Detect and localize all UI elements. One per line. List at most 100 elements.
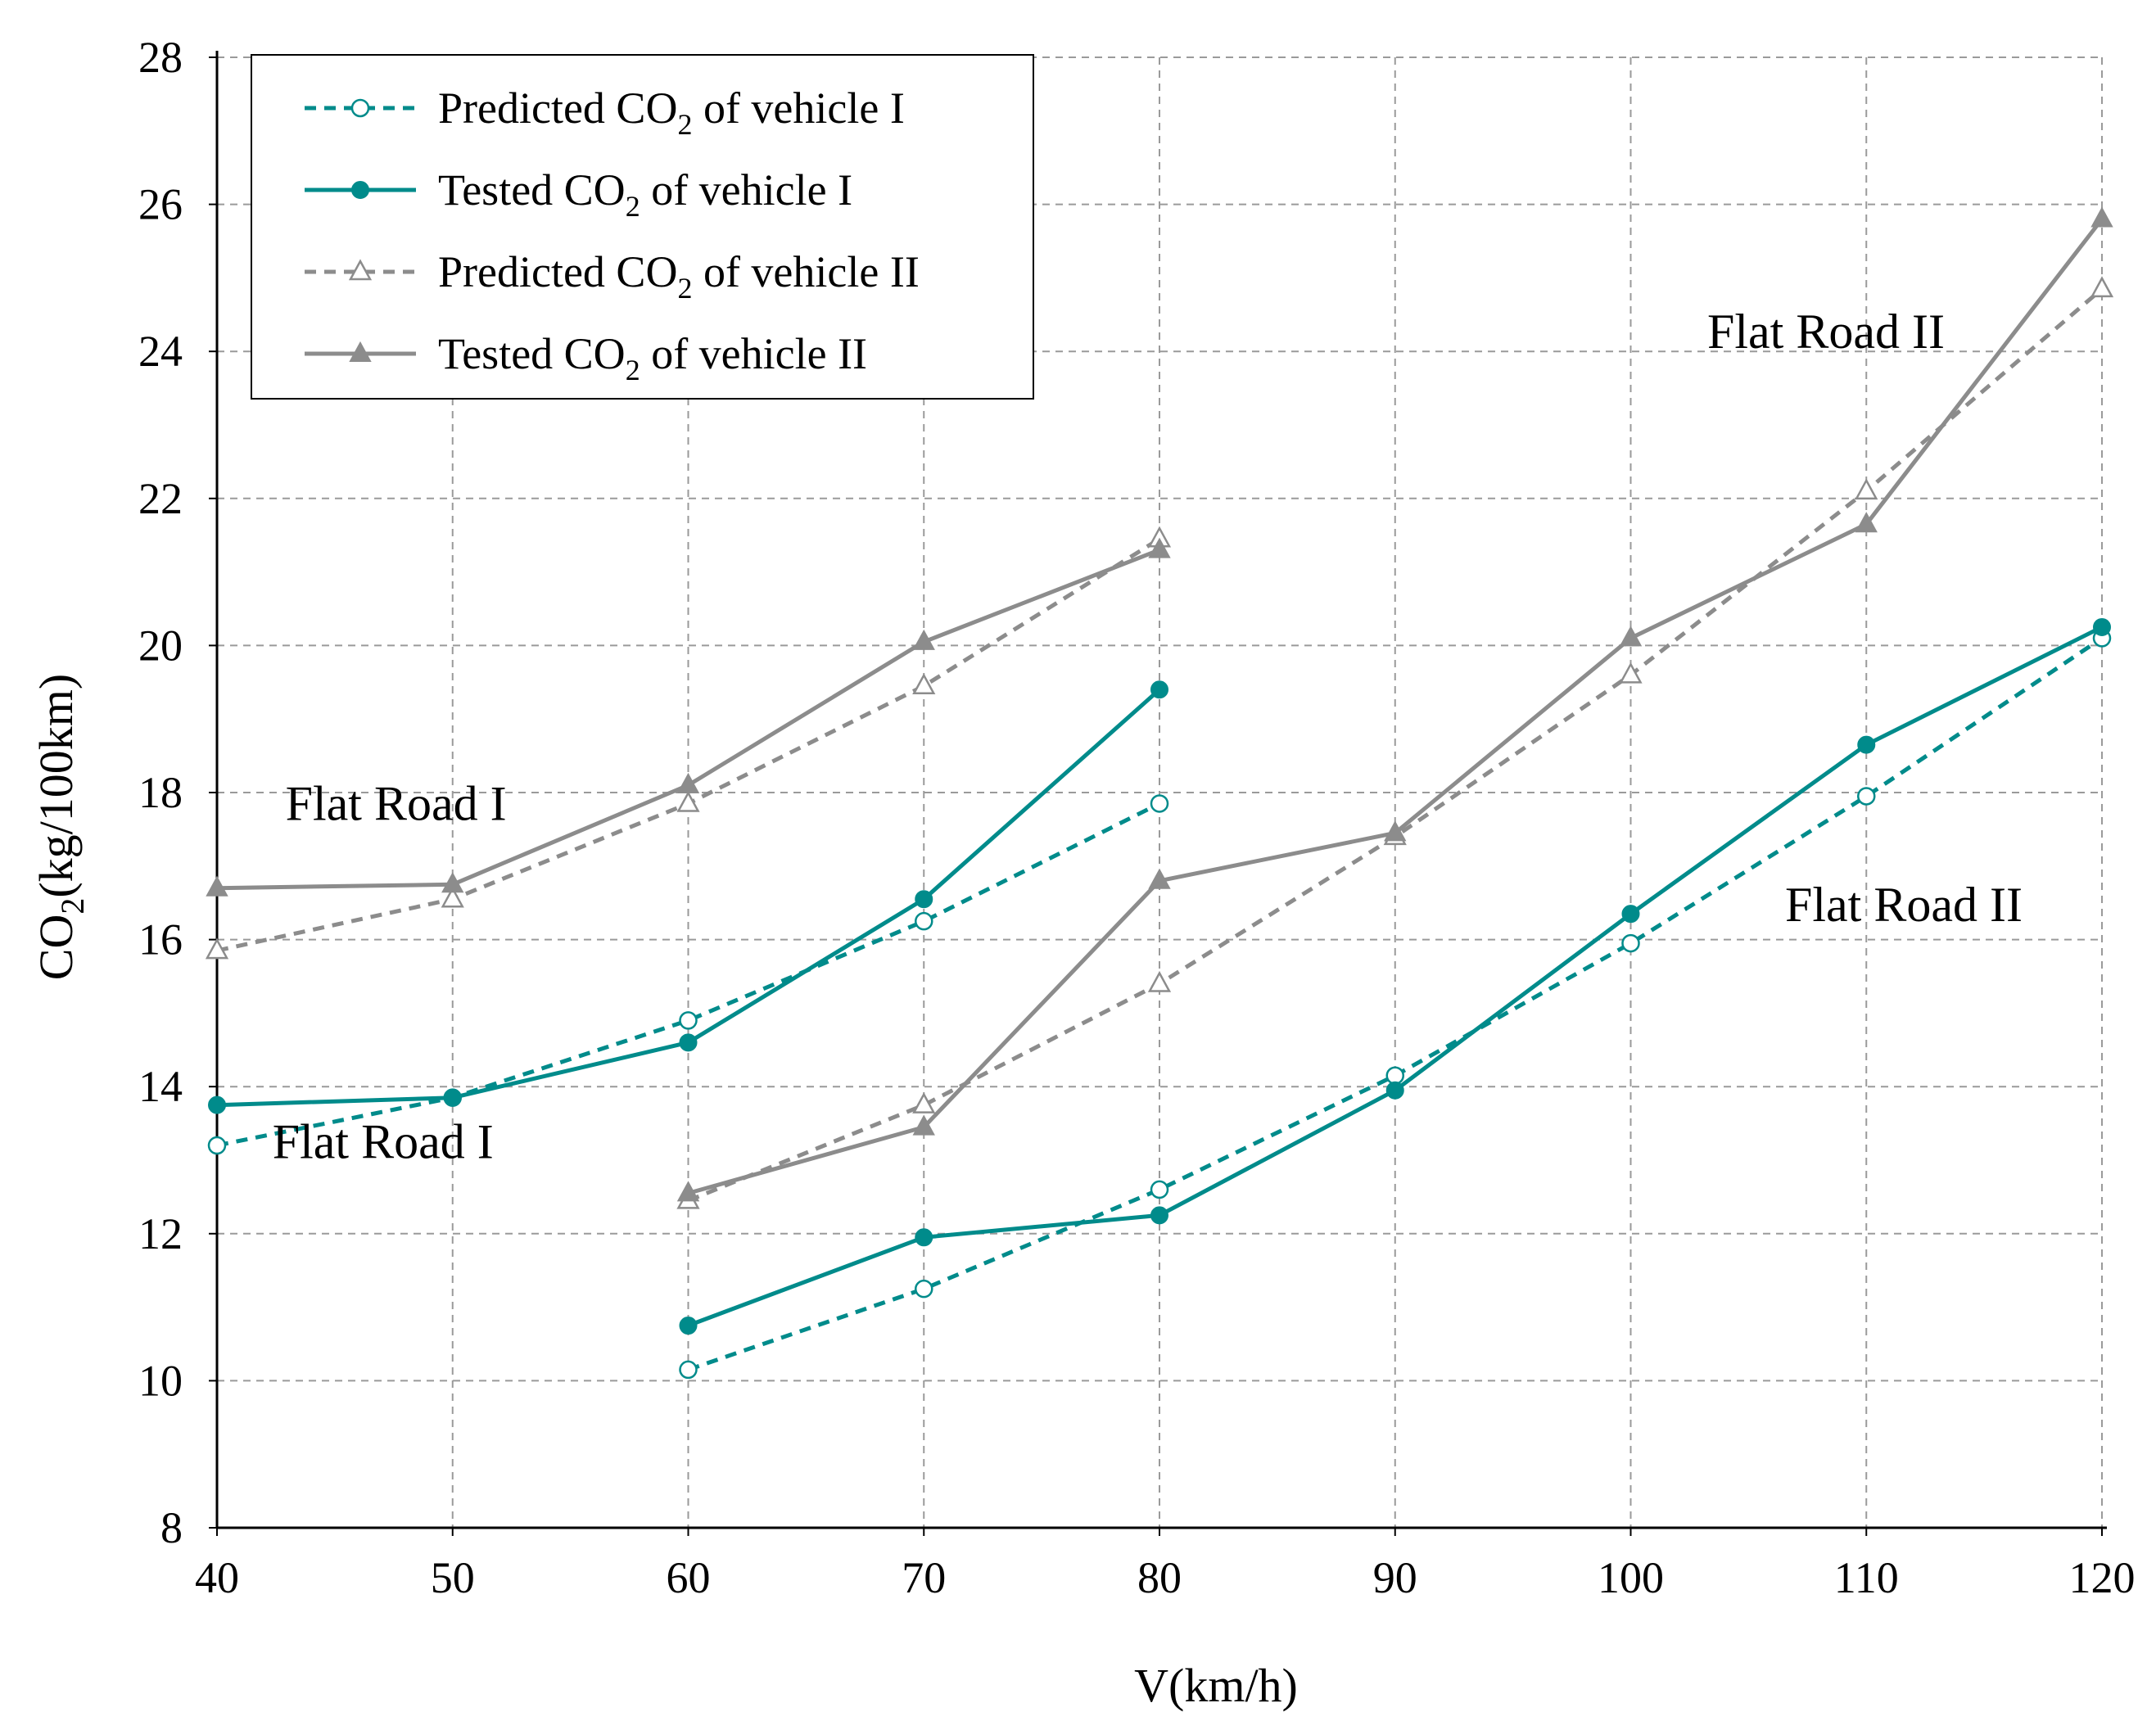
y-tick-label: 14 (138, 1062, 183, 1111)
tested-co2-of-vehicle-ii-point (676, 772, 700, 794)
legend-label-tested-vehicle-ii: Tested CO2 of vehicle II (438, 329, 867, 386)
predicted-co2-of-vehicle-i-line (216, 802, 1161, 1148)
legend-label-prefix: Predicted CO (438, 84, 677, 133)
predicted-co2-of-vehicle-i-point (1621, 933, 1640, 953)
tested-co2-of-vehicle-i-point (1150, 680, 1168, 699)
tested-co2-of-vehicle-ii-point (1384, 820, 1407, 842)
annotation-flat-road-i: Flat Road I (273, 1115, 494, 1169)
x-tick-label: 90 (1373, 1553, 1417, 1602)
legend-marker-tested-vehicle-ii (349, 341, 372, 362)
y-tick-label: 24 (138, 327, 183, 376)
y-tick-label: 26 (138, 180, 183, 229)
legend-label-subscript: 2 (626, 190, 640, 223)
tested-co2-of-vehicle-i-point (208, 1095, 226, 1114)
predicted-co2-of-vehicle-ii-point (2090, 276, 2114, 298)
predicted-co2-of-vehicle-ii-point (1147, 970, 1172, 992)
legend-label-subscript: 2 (677, 272, 692, 305)
annotation-flat-road-ii: Flat Road II (1707, 305, 1945, 359)
tested-co2-of-vehicle-i-point (443, 1088, 462, 1107)
tested-co2-of-vehicle-ii-point (2090, 206, 2113, 228)
predicted-co2-of-vehicle-i-point (207, 1136, 227, 1155)
legend-label-tested-vehicle-i: Tested CO2 of vehicle I (438, 165, 852, 223)
y-axis-label-prefix: CO (29, 915, 83, 981)
y-tick-label: 22 (138, 474, 183, 523)
legend-marker-predicted-vehicle-ii (348, 259, 373, 281)
tested-co2-of-vehicle-i-point (1621, 905, 1640, 924)
predicted-co2-of-vehicle-ii-point (205, 937, 229, 960)
x-axis-label: V(km/h) (1134, 1659, 1298, 1712)
annotation-flat-road-i: Flat Road I (286, 776, 507, 830)
x-tick-label: 100 (1598, 1553, 1664, 1602)
predicted-co2-of-vehicle-ii-point (441, 886, 464, 908)
legend-label-predicted-vehicle-i: Predicted CO2 of vehicle I (438, 84, 905, 141)
tested-co2-of-vehicle-ii-point (1148, 537, 1171, 558)
legend-label-subscript: 2 (677, 108, 692, 141)
y-tick-label: 20 (138, 621, 183, 670)
predicted-co2-of-vehicle-i-point (1150, 1180, 1169, 1199)
tested-co2-of-vehicle-i-point (915, 1228, 933, 1247)
tested-co2-of-vehicle-ii-point (441, 872, 464, 893)
legend-item-tested-vehicle-ii: Tested CO2 of vehicle II (305, 329, 867, 386)
y-tick-label: 10 (138, 1356, 183, 1405)
predicted-co2-of-vehicle-ii-point (912, 673, 936, 695)
tested-co2-of-vehicle-i-point (915, 890, 933, 909)
y-tick-label: 18 (138, 768, 183, 817)
legend-label-suffix: of vehicle II (692, 247, 919, 296)
x-tick-label: 110 (1834, 1553, 1899, 1602)
tested-co2-of-vehicle-i-point (1150, 1206, 1168, 1225)
tested-co2-of-vehicle-i-point (1385, 1081, 1404, 1100)
y-tick-label: 28 (138, 33, 183, 82)
tested-co2-of-vehicle-i-point (2093, 617, 2111, 636)
annotation-flat-road-ii: Flat Road II (1785, 878, 2023, 932)
tested-co2-of-vehicle-i-point (679, 1317, 698, 1335)
predicted-co2-of-vehicle-ii-point (912, 1092, 936, 1113)
series-lines (205, 206, 2114, 1380)
x-tick-label: 50 (431, 1553, 475, 1602)
tested-co2-of-vehicle-ii-point (1148, 868, 1171, 889)
x-tick-label: 40 (195, 1553, 239, 1602)
annotations: Flat Road I Flat Road I Flat Road II Flat R… (273, 305, 2023, 1169)
predicted-co2-of-vehicle-ii-point (1619, 662, 1643, 684)
x-tick-label: 70 (902, 1553, 946, 1602)
legend-label-prefix: Predicted CO (438, 247, 677, 296)
y-tick-label: 12 (138, 1209, 183, 1258)
predicted-co2-of-vehicle-ii-point (1855, 478, 1878, 500)
legend-item-predicted-vehicle-ii: Predicted CO2 of vehicle II (305, 247, 920, 305)
legend-label-prefix: Tested CO (438, 329, 626, 378)
predicted-co2-of-vehicle-i-point (679, 1360, 698, 1380)
tested-co2-of-vehicle-ii-point (1619, 626, 1643, 647)
y-axis-label-subscript: 2 (54, 898, 91, 915)
y-tick-label: 8 (160, 1503, 183, 1552)
legend-label-predicted-vehicle-ii: Predicted CO2 of vehicle II (438, 247, 920, 305)
legend-frame (251, 54, 1034, 400)
y-axis-label: CO2(kg/100km) (29, 674, 91, 980)
x-tick-label: 80 (1137, 1553, 1182, 1602)
legend-marker-tested-vehicle-i (351, 181, 369, 199)
legend-label-suffix: of vehicle I (692, 84, 904, 133)
x-tick-label: 120 (2069, 1553, 2136, 1602)
y-axis-label-suffix: (kg/100km) (29, 674, 83, 898)
tested-co2-of-vehicle-ii-point (1855, 512, 1878, 533)
predicted-co2-of-vehicle-ii-point (676, 790, 700, 812)
legend-label-suffix: of vehicle II (640, 329, 867, 378)
tested-co2-of-vehicle-i-point (1857, 735, 1876, 754)
legend-marker-predicted-vehicle-i (350, 98, 370, 118)
y-tick-label: 16 (138, 915, 183, 964)
legend-label-subscript: 2 (626, 354, 640, 386)
axes: 40 50 60 70 80 90 100 110 1208101214161820222426… (138, 33, 2136, 1602)
tested-co2-of-vehicle-ii-point (676, 1181, 700, 1202)
x-tick-label: 60 (667, 1553, 711, 1602)
legend-label-prefix: Tested CO (438, 165, 626, 215)
predicted-co2-of-vehicle-i-point (1150, 794, 1169, 813)
tested-co2-of-vehicle-i-point (679, 1033, 698, 1052)
predicted-co2-of-vehicle-i-point (1857, 787, 1876, 806)
predicted-co2-of-vehicle-i-point (915, 1279, 933, 1299)
legend-label-suffix: of vehicle I (640, 165, 852, 215)
legend-item-predicted-vehicle-i: Predicted CO2 of vehicle I (305, 84, 905, 141)
predicted-co2-of-vehicle-i-point (915, 911, 933, 931)
tested-co2-of-vehicle-ii-point (912, 1114, 935, 1136)
predicted-co2-of-vehicle-i-point (679, 1011, 698, 1030)
tested-co2-of-vehicle-ii-point (912, 629, 935, 650)
legend: Predicted CO2 of vehicle I Tested CO2 of… (251, 54, 1034, 400)
